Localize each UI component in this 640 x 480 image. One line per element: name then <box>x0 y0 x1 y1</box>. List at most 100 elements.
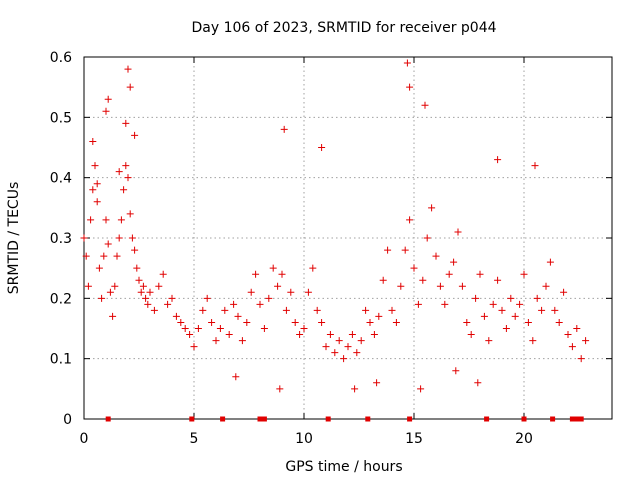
data-point <box>135 276 143 284</box>
data-point <box>122 162 130 170</box>
data-point <box>126 210 134 218</box>
data-point <box>524 318 532 326</box>
y-tick-label: 0.1 <box>50 352 72 368</box>
y-axis-label: SRMTID / TECUs <box>6 182 22 295</box>
data-point <box>208 318 216 326</box>
data-point <box>533 294 541 302</box>
data-point <box>452 367 460 375</box>
data-point <box>304 288 312 296</box>
data-point <box>485 337 493 345</box>
data-point <box>89 186 97 194</box>
baseline-marker <box>521 416 527 422</box>
data-point <box>194 325 202 332</box>
data-point <box>146 288 154 296</box>
data-point <box>472 294 480 302</box>
data-point <box>326 331 334 339</box>
data-point <box>230 300 238 308</box>
data-point <box>531 162 539 170</box>
data-point <box>520 270 528 278</box>
data-point <box>511 312 519 320</box>
data-point <box>137 288 145 296</box>
data-point <box>362 306 370 314</box>
data-point <box>133 264 141 272</box>
data-point <box>115 168 123 176</box>
data-point <box>104 95 112 103</box>
data-point <box>384 246 392 254</box>
data-point <box>432 252 440 260</box>
data-point <box>406 83 414 91</box>
data-point <box>428 204 436 212</box>
data-point <box>313 306 321 314</box>
baseline-marker <box>578 416 584 422</box>
x-tick-label: 0 <box>80 431 89 447</box>
data-point <box>318 318 326 326</box>
data-point <box>126 83 134 91</box>
data-point <box>538 306 546 314</box>
x-ticks: 0 5 10 15 20 <box>80 57 533 447</box>
data-point <box>142 294 150 302</box>
data-point <box>109 312 117 320</box>
data-point <box>454 228 462 236</box>
data-point <box>131 131 139 139</box>
data-point <box>388 306 396 314</box>
data-point <box>348 331 356 339</box>
data-point <box>155 282 163 290</box>
data-point <box>93 198 101 206</box>
data-point <box>546 258 554 266</box>
data-point <box>463 318 471 326</box>
data-point <box>403 59 411 67</box>
data-point <box>93 180 101 188</box>
data-point <box>82 252 90 260</box>
y-tick-label: 0.5 <box>50 110 72 126</box>
data-point <box>278 270 286 278</box>
data-point <box>252 270 260 278</box>
data-point <box>181 325 189 332</box>
data-point <box>379 276 387 284</box>
y-tick-label: 0.6 <box>50 50 72 66</box>
data-point <box>269 264 277 272</box>
data-point <box>551 306 559 314</box>
data-point <box>397 282 405 290</box>
data-point <box>282 306 290 314</box>
y-tick-label: 0.4 <box>50 171 72 187</box>
data-point <box>373 379 381 387</box>
data-points <box>80 59 590 393</box>
data-point <box>375 312 383 320</box>
data-point <box>124 174 132 182</box>
data-point <box>106 288 114 296</box>
y-tick-label: 0 <box>63 412 72 428</box>
data-point <box>139 282 147 290</box>
data-point <box>100 252 108 260</box>
data-point <box>498 306 506 314</box>
plot-frame <box>83 56 613 420</box>
data-point <box>351 385 359 393</box>
data-point <box>84 282 92 290</box>
data-point <box>344 343 352 351</box>
x-tick-label: 10 <box>295 431 313 447</box>
data-point <box>111 282 119 290</box>
data-point <box>190 343 198 351</box>
baseline-markers <box>105 416 584 422</box>
baseline-marker <box>407 416 413 422</box>
baseline-marker <box>484 416 490 422</box>
data-point <box>274 282 282 290</box>
data-point <box>555 318 563 326</box>
data-point <box>221 306 229 314</box>
data-point <box>467 331 475 339</box>
data-point <box>80 234 88 242</box>
data-point <box>421 101 429 109</box>
data-point <box>144 300 152 308</box>
data-point <box>480 312 488 320</box>
data-point <box>234 312 242 320</box>
data-point <box>150 306 158 314</box>
data-point <box>419 276 427 284</box>
data-point <box>417 385 425 393</box>
baseline-marker <box>550 416 556 422</box>
data-point <box>445 270 453 278</box>
y-tick-label: 0.2 <box>50 291 72 307</box>
data-point <box>507 294 515 302</box>
data-point <box>296 331 304 339</box>
data-point <box>568 343 576 351</box>
data-point <box>370 331 378 339</box>
